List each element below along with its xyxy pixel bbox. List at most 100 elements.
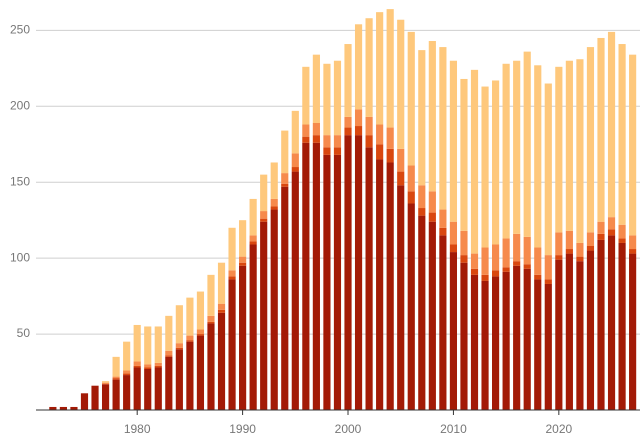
bar-segment [407,191,415,204]
bar-segment [270,162,278,199]
bar-segment [333,147,342,155]
bar-segment [513,60,521,234]
bar-segment [91,385,99,410]
bar-segment [260,218,268,222]
bar-segment [228,227,236,271]
bar-segment [576,261,584,410]
bar-segment [586,250,595,410]
bar-segment [607,217,616,230]
bar-segment [112,379,120,410]
bar-segment [101,384,110,410]
bar-segment [323,135,331,148]
bar-segment [418,215,426,410]
bar-segment [365,135,373,148]
bar-segment [523,268,531,410]
bar-segment [344,116,352,128]
bar-segment [629,235,637,250]
bar-segment [607,31,616,218]
x-tick-label: 2020 [545,422,572,436]
bar-segment [376,144,384,160]
bar-segment [523,264,531,269]
bar-segment [376,12,384,125]
bar-segment [312,142,320,411]
y-tick-label: 50 [17,326,31,340]
bar-segment [133,361,141,366]
bar-segment [607,229,616,236]
bar-segment [217,262,226,304]
bar-segment [101,381,110,383]
bar-segment [165,350,173,356]
bar-segment [354,135,363,411]
bar-segment [534,274,542,280]
bar-segment [101,382,110,385]
bar-segment [449,244,458,253]
bar-segment [513,233,521,262]
bar-segment [597,233,605,240]
bar-segment [249,198,257,236]
x-tick-label: 2010 [440,422,467,436]
bar-segment [513,265,521,410]
bar-segment [544,283,552,410]
bar-segment [270,206,278,210]
bar-segment [144,364,152,368]
bar-segment [217,309,226,313]
bar-segment [481,274,489,281]
bar-segment [165,356,173,410]
bar-segment [407,203,415,410]
bar-segment [154,367,162,410]
bar-segment [186,340,194,342]
x-tick-label: 2000 [335,422,362,436]
bar-segment [618,242,626,410]
bar-segment [629,253,637,410]
bar-segment [376,124,384,145]
bar-segment [354,24,363,110]
bar-segment [618,224,626,239]
bar-segment [513,261,521,266]
bar-segment [586,47,595,233]
bar-segment [175,343,183,348]
bar-segment [228,276,236,280]
bar-segment [565,249,573,254]
bar-segment [492,276,500,410]
bar-segment [428,212,436,222]
bar-segment [165,355,173,357]
bar-segment [333,135,342,148]
bar-segment [544,255,552,280]
bar-segment [555,232,563,256]
bar-segment [207,323,215,410]
bar-segment [144,367,152,369]
bar-segment [270,209,278,410]
bar-segment [249,244,257,410]
bar-segment [460,230,468,256]
bar-segment [239,265,247,410]
bar-segment [70,406,78,410]
bar-segment [270,198,278,207]
bar-segment [428,41,436,192]
bar-segment [386,162,394,410]
bar-segment [260,211,268,219]
bar-segment [217,312,226,410]
bar-segment [397,148,405,172]
bar-segment [597,239,605,410]
bar-segment [407,165,415,192]
bar-segment [154,362,162,366]
bar-segment [470,69,479,254]
bar-segment [376,159,384,410]
bar-segment [175,347,183,350]
bar-segment [523,236,531,265]
bar-segment [312,123,320,136]
bar-segment [49,406,57,410]
bar-segment [386,148,394,163]
y-tick-label: 150 [10,174,30,188]
bar-segment [576,242,584,257]
bar-segment [228,270,236,277]
bar-segment [333,60,342,136]
bar-segment [196,334,205,336]
bar-segment [502,238,510,268]
bar-segment [407,31,415,166]
bar-segment [576,256,584,262]
bar-segment [365,18,373,117]
bar-segment [439,209,447,228]
bar-segment [386,9,394,128]
